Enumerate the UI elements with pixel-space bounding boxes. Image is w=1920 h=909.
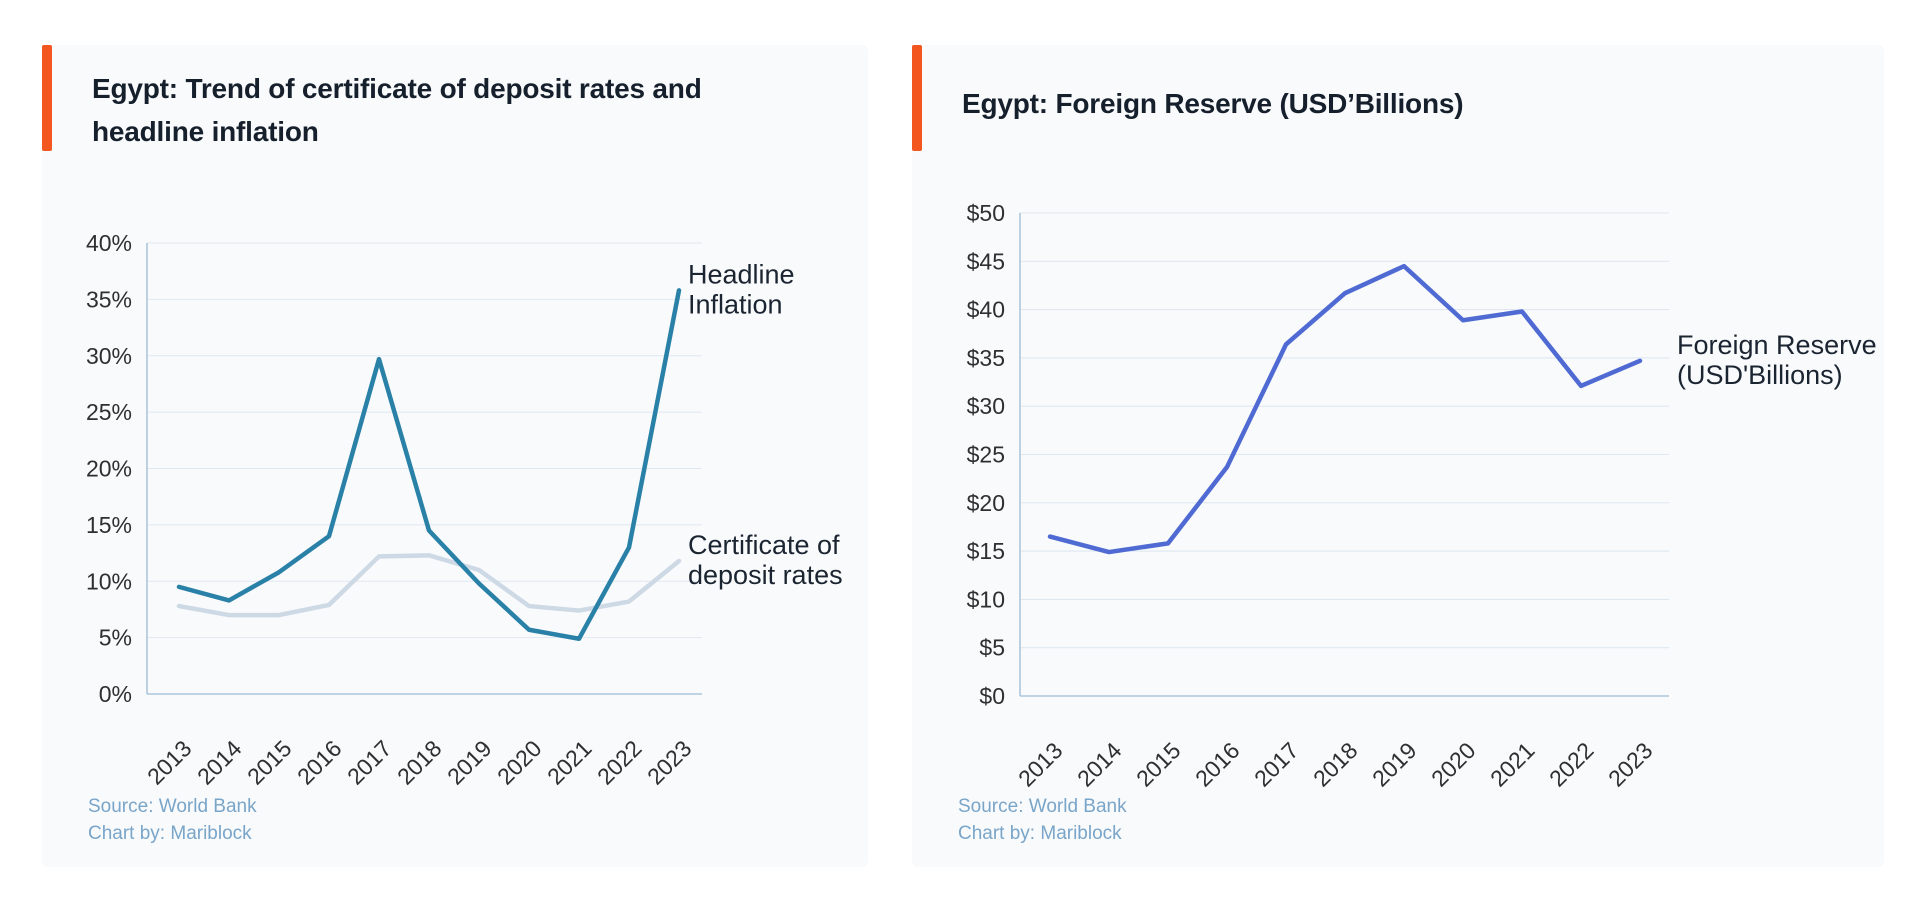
y-axis-tick-label: $10 [967, 586, 1005, 612]
series-label-line: Inflation [688, 289, 783, 319]
line-chart-cd-rates-inflation: 0%5%10%15%20%25%30%35%40%201320142015201… [86, 230, 843, 790]
y-axis-tick-label: 35% [86, 286, 132, 312]
chart-title: Egypt: Trend of certificate of deposit r… [92, 67, 702, 153]
x-axis-tick-label: 2019 [1367, 737, 1422, 792]
source-line: Source: World Bank [88, 796, 257, 817]
series-line-headline-inflation [176, 288, 682, 642]
y-axis-tick-label: $30 [967, 393, 1005, 419]
y-axis-tick-label: 0% [99, 681, 132, 707]
source-attribution: Source: World Bank Chart by: Mariblock [958, 793, 1127, 847]
y-axis-tick-label: $20 [967, 490, 1005, 516]
chart-title-line: Egypt: Trend of certificate of deposit r… [92, 73, 702, 104]
y-axis-tick-label: $15 [967, 538, 1005, 564]
series-label-line: Certificate of [688, 530, 840, 560]
series-line-foreign-reserve [1047, 263, 1643, 555]
x-axis-tick-label: 2020 [1426, 737, 1481, 792]
x-axis-tick-label: 2016 [292, 735, 347, 790]
y-axis-tick-label: $45 [967, 248, 1005, 274]
x-axis-tick-label: 2017 [342, 735, 397, 790]
x-axis-tick-label: 2013 [142, 735, 197, 790]
y-axis-tick-label: $50 [967, 200, 1005, 226]
series-label-line: Foreign Reserve [1677, 330, 1877, 360]
x-axis-tick-label: 2022 [592, 735, 647, 790]
y-axis-tick-label: $40 [967, 297, 1005, 323]
x-axis-tick-label: 2020 [492, 735, 547, 790]
x-axis-tick-label: 2016 [1190, 737, 1245, 792]
x-axis-tick-label: 2015 [242, 735, 297, 790]
y-axis-tick-label: $25 [967, 442, 1005, 468]
series-label-certificate-deposit-rates: Certificate of deposit rates [688, 530, 843, 590]
y-axis-tick-label: 20% [86, 456, 132, 482]
source-line: Chart by: Mariblock [958, 823, 1122, 844]
chart-title-line: headline inflation [92, 116, 319, 147]
x-axis-tick-label: 2014 [192, 735, 247, 790]
y-axis-tick-label: 25% [86, 399, 132, 425]
source-line: Source: World Bank [958, 796, 1127, 817]
x-axis-tick-label: 2015 [1131, 737, 1186, 792]
x-axis-tick-label: 2018 [1308, 737, 1363, 792]
y-axis-tick-label: 40% [86, 230, 132, 256]
title-accent-bar [912, 45, 922, 151]
chart-panel-cd-rates-inflation: Egypt: Trend of certificate of deposit r… [42, 45, 868, 867]
title-accent-bar [42, 45, 52, 151]
y-axis-tick-label: 10% [86, 568, 132, 594]
x-axis-tick-label: 2023 [1603, 737, 1658, 792]
series-label-line: (USD'Billions) [1677, 360, 1843, 390]
x-axis-tick-label: 2023 [642, 735, 697, 790]
x-axis-tick-label: 2014 [1072, 737, 1127, 792]
y-axis-tick-label: 5% [99, 625, 132, 651]
source-line: Chart by: Mariblock [88, 823, 252, 844]
x-axis-tick-label: 2022 [1544, 737, 1599, 792]
x-axis-tick-label: 2021 [542, 735, 597, 790]
series-label-headline-inflation: Headline Inflation [688, 259, 795, 319]
chart-title: Egypt: Foreign Reserve (USD’Billions) [962, 82, 1464, 125]
series-label-line: deposit rates [688, 560, 843, 590]
y-axis-tick-label: 30% [86, 343, 132, 369]
x-axis-tick-label: 2017 [1249, 737, 1304, 792]
y-axis-tick-label: $35 [967, 345, 1005, 371]
y-axis-tick-label: 15% [86, 512, 132, 538]
chart-title-line: Egypt: Foreign Reserve (USD’Billions) [962, 88, 1464, 119]
y-axis-tick-label: $5 [979, 635, 1005, 661]
grid-layer: 0%5%10%15%20%25%30%35%40%201320142015201… [86, 230, 702, 790]
x-axis-tick-label: 2021 [1485, 737, 1540, 792]
x-axis-tick-label: 2018 [392, 735, 447, 790]
x-axis-tick-label: 2019 [442, 735, 497, 790]
y-axis-tick-label: $0 [979, 683, 1005, 709]
chart-panel-foreign-reserve: Egypt: Foreign Reserve (USD’Billions) $0… [912, 45, 1884, 867]
x-axis-tick-label: 2013 [1013, 737, 1068, 792]
source-attribution: Source: World Bank Chart by: Mariblock [88, 793, 257, 847]
series-label-foreign-reserve: Foreign Reserve (USD'Billions) [1677, 330, 1877, 390]
series-label-line: Headline [688, 259, 795, 289]
